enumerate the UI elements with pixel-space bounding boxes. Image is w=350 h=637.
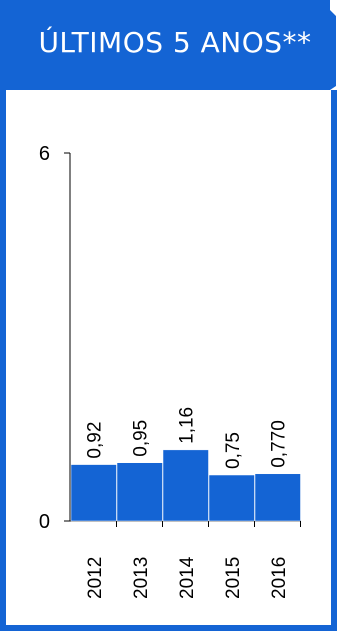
data-label: 0,92 bbox=[85, 422, 106, 459]
bar bbox=[70, 464, 117, 522]
y-tick-label: 6 bbox=[39, 143, 50, 165]
x-tick-label: 2012 bbox=[85, 557, 106, 599]
data-label: 1,16 bbox=[177, 407, 198, 444]
card-border bbox=[0, 90, 337, 631]
bar bbox=[208, 474, 255, 522]
chart-title: ÚLTIMOS 5 ANOS** bbox=[38, 26, 312, 59]
x-tick-label: 2013 bbox=[131, 557, 152, 599]
data-label: 0,770 bbox=[269, 420, 290, 468]
y-tick-label: 0 bbox=[39, 511, 50, 533]
bar bbox=[162, 449, 209, 522]
bar bbox=[254, 473, 301, 522]
x-tick-label: 2015 bbox=[223, 557, 244, 599]
x-tick-label: 2016 bbox=[269, 557, 290, 599]
x-tick-label: 2014 bbox=[177, 556, 198, 599]
data-label: 0,75 bbox=[223, 432, 244, 469]
header-band bbox=[0, 0, 336, 90]
bar bbox=[116, 462, 163, 522]
data-label: 0,95 bbox=[131, 420, 152, 457]
